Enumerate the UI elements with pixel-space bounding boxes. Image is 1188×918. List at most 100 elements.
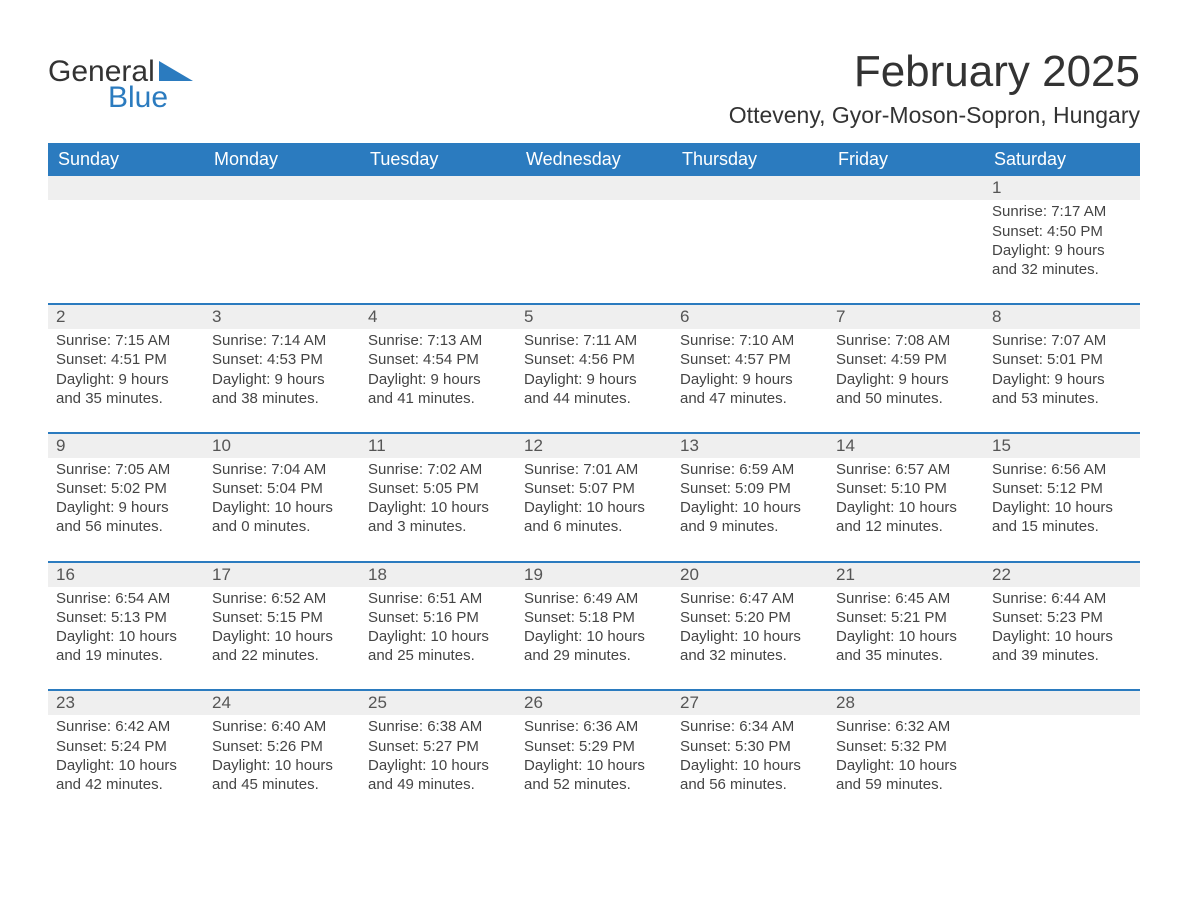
sunset-line: Sunset: 5:04 PM xyxy=(212,479,352,498)
sunset-label: Sunset: xyxy=(992,609,1047,626)
header-row: General Blue February 2025 Otteveny, Gyo… xyxy=(48,48,1140,143)
daylight-line: Daylight: 10 hours and 39 minutes. xyxy=(992,627,1132,665)
sunset-line: Sunset: 5:12 PM xyxy=(992,479,1132,498)
daylight-label: Daylight: xyxy=(368,628,431,645)
sunset-value: 5:26 PM xyxy=(267,738,323,755)
sunset-value: 5:12 PM xyxy=(1047,480,1103,497)
day-cell: Sunrise: 6:44 AMSunset: 5:23 PMDaylight:… xyxy=(984,587,1140,691)
day-cell: Sunrise: 7:13 AMSunset: 4:54 PMDaylight:… xyxy=(360,329,516,433)
daylight-line: Daylight: 9 hours and 35 minutes. xyxy=(56,370,196,408)
sunrise-label: Sunrise: xyxy=(212,332,271,349)
sunset-value: 4:51 PM xyxy=(111,351,167,368)
daylight-line: Daylight: 10 hours and 15 minutes. xyxy=(992,498,1132,536)
day-cell: Sunrise: 6:56 AMSunset: 5:12 PMDaylight:… xyxy=(984,458,1140,562)
day-number: 16 xyxy=(48,563,204,587)
day-number: 15 xyxy=(984,434,1140,458)
sunrise-value: 7:11 AM xyxy=(583,332,637,349)
sunrise-value: 6:52 AM xyxy=(271,590,326,607)
daylight-line: Daylight: 10 hours and 52 minutes. xyxy=(524,756,664,794)
sunrise-value: 6:42 AM xyxy=(115,718,170,735)
sunrise-value: 6:32 AM xyxy=(895,718,950,735)
daynum-row: 232425262728 xyxy=(48,691,1140,715)
page: General Blue February 2025 Otteveny, Gyo… xyxy=(0,0,1188,858)
daylight-label: Daylight: xyxy=(212,371,275,388)
sunrise-value: 7:08 AM xyxy=(895,332,950,349)
sunset-line: Sunset: 4:54 PM xyxy=(368,350,508,369)
sunrise-line: Sunrise: 6:32 AM xyxy=(836,717,976,736)
sunrise-line: Sunrise: 6:34 AM xyxy=(680,717,820,736)
sunrise-line: Sunrise: 7:02 AM xyxy=(368,460,508,479)
sunrise-label: Sunrise: xyxy=(368,718,427,735)
sunrise-label: Sunrise: xyxy=(368,332,427,349)
daylight-line: Daylight: 10 hours and 45 minutes. xyxy=(212,756,352,794)
day-cell: Sunrise: 6:40 AMSunset: 5:26 PMDaylight:… xyxy=(204,715,360,818)
sunset-label: Sunset: xyxy=(56,738,111,755)
daylight-label: Daylight: xyxy=(992,499,1055,516)
calendar-table: SundayMondayTuesdayWednesdayThursdayFrid… xyxy=(48,143,1140,818)
sunset-line: Sunset: 5:05 PM xyxy=(368,479,508,498)
daylight-line: Daylight: 10 hours and 19 minutes. xyxy=(56,627,196,665)
sunrise-line: Sunrise: 7:11 AM xyxy=(524,331,664,350)
title-block: February 2025 Otteveny, Gyor-Moson-Sopro… xyxy=(729,48,1140,143)
sunset-label: Sunset: xyxy=(524,738,579,755)
sunset-line: Sunset: 5:07 PM xyxy=(524,479,664,498)
daylight-line: Daylight: 10 hours and 56 minutes. xyxy=(680,756,820,794)
daylight-line: Daylight: 10 hours and 59 minutes. xyxy=(836,756,976,794)
day-number: 22 xyxy=(984,563,1140,587)
day-cell: Sunrise: 7:08 AMSunset: 4:59 PMDaylight:… xyxy=(828,329,984,433)
day-cell: Sunrise: 6:52 AMSunset: 5:15 PMDaylight:… xyxy=(204,587,360,691)
sunrise-value: 7:17 AM xyxy=(1051,203,1106,220)
sunrise-value: 6:56 AM xyxy=(1051,461,1106,478)
sunset-label: Sunset: xyxy=(992,480,1047,497)
sunrise-label: Sunrise: xyxy=(368,461,427,478)
day-number: 8 xyxy=(984,305,1140,329)
empty-day xyxy=(48,176,204,200)
sunset-label: Sunset: xyxy=(524,609,579,626)
sunset-value: 4:57 PM xyxy=(735,351,791,368)
sunrise-line: Sunrise: 6:54 AM xyxy=(56,589,196,608)
sunrise-value: 6:57 AM xyxy=(895,461,950,478)
sunrise-label: Sunrise: xyxy=(212,461,271,478)
sunrise-line: Sunrise: 6:51 AM xyxy=(368,589,508,608)
sunrise-value: 6:54 AM xyxy=(115,590,170,607)
month-title: February 2025 xyxy=(729,48,1140,96)
sunset-label: Sunset: xyxy=(56,480,111,497)
sunset-line: Sunset: 4:50 PM xyxy=(992,222,1132,241)
empty-day xyxy=(984,691,1140,715)
location-subtitle: Otteveny, Gyor-Moson-Sopron, Hungary xyxy=(729,102,1140,129)
day-number: 4 xyxy=(360,305,516,329)
logo-word-2: Blue xyxy=(108,82,193,114)
day-cell: Sunrise: 6:57 AMSunset: 5:10 PMDaylight:… xyxy=(828,458,984,562)
brand-logo: General Blue xyxy=(48,56,193,113)
day-cell: Sunrise: 6:51 AMSunset: 5:16 PMDaylight:… xyxy=(360,587,516,691)
sunrise-label: Sunrise: xyxy=(212,590,271,607)
sunset-label: Sunset: xyxy=(836,738,891,755)
sunset-value: 5:07 PM xyxy=(579,480,635,497)
daylight-label: Daylight: xyxy=(836,757,899,774)
sunrise-value: 6:51 AM xyxy=(427,590,482,607)
daylight-label: Daylight: xyxy=(212,628,275,645)
sunset-line: Sunset: 5:10 PM xyxy=(836,479,976,498)
day-content-row: Sunrise: 7:15 AMSunset: 4:51 PMDaylight:… xyxy=(48,329,1140,433)
sunset-value: 5:29 PM xyxy=(579,738,635,755)
sunset-label: Sunset: xyxy=(524,351,579,368)
sunrise-label: Sunrise: xyxy=(836,332,895,349)
sunset-line: Sunset: 4:57 PM xyxy=(680,350,820,369)
day-number: 21 xyxy=(828,563,984,587)
sunset-line: Sunset: 5:13 PM xyxy=(56,608,196,627)
sunset-line: Sunset: 5:27 PM xyxy=(368,737,508,756)
daylight-label: Daylight: xyxy=(992,242,1055,259)
day-cell: Sunrise: 7:17 AMSunset: 4:50 PMDaylight:… xyxy=(984,200,1140,304)
sunrise-label: Sunrise: xyxy=(56,718,115,735)
day-number: 19 xyxy=(516,563,672,587)
sunrise-value: 6:45 AM xyxy=(895,590,950,607)
sunset-label: Sunset: xyxy=(368,480,423,497)
daynum-row: 9101112131415 xyxy=(48,434,1140,458)
day-cell: Sunrise: 7:15 AMSunset: 4:51 PMDaylight:… xyxy=(48,329,204,433)
sunset-line: Sunset: 5:29 PM xyxy=(524,737,664,756)
sunset-line: Sunset: 4:59 PM xyxy=(836,350,976,369)
day-number: 5 xyxy=(516,305,672,329)
sunset-label: Sunset: xyxy=(836,351,891,368)
sunrise-line: Sunrise: 6:56 AM xyxy=(992,460,1132,479)
sunset-value: 5:01 PM xyxy=(1047,351,1103,368)
